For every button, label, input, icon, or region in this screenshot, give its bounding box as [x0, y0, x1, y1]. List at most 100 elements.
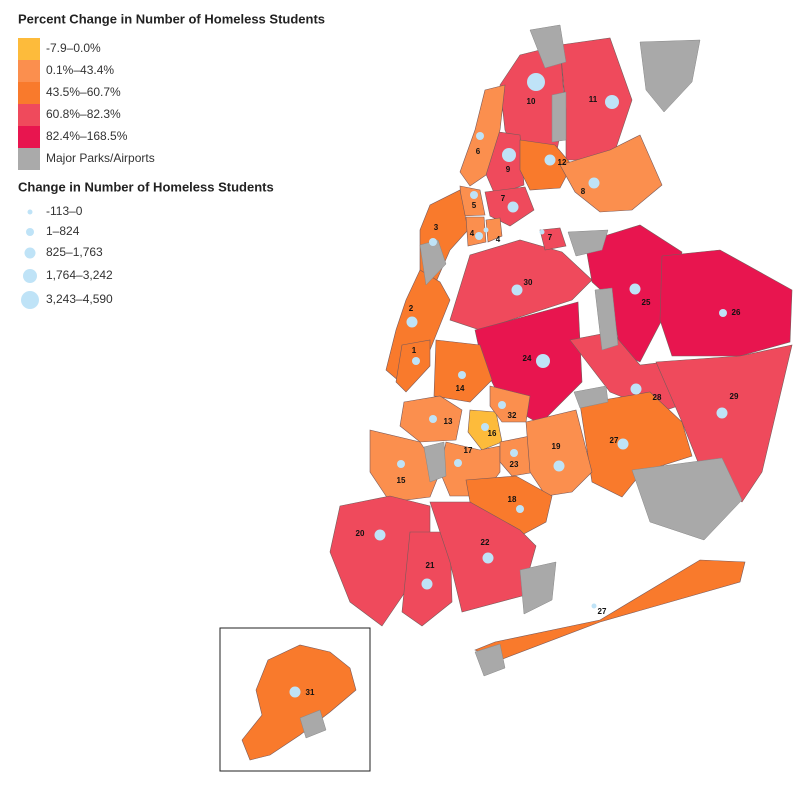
district-bubble [412, 357, 420, 365]
district [433, 339, 493, 403]
district-label: 27 [610, 436, 619, 445]
district-bubble [591, 603, 597, 609]
district-label: 17 [464, 446, 473, 455]
district-label: 4 [470, 229, 475, 238]
district-label: 24 [523, 354, 532, 363]
district [474, 559, 746, 661]
district-label: 22 [481, 538, 490, 547]
legend-bubble [21, 291, 39, 309]
district [579, 391, 693, 498]
district-bubble [588, 177, 600, 189]
district-bubble [544, 154, 556, 166]
legend-label: 82.4%–168.5% [46, 129, 128, 143]
legend-label: 0.1%–43.4% [46, 63, 114, 77]
district [395, 339, 431, 393]
district-bubble [719, 309, 727, 317]
district-label: 7 [501, 194, 506, 203]
district-bubble [630, 383, 642, 395]
district [369, 429, 441, 503]
legend-bubble [27, 209, 33, 215]
district-bubble [429, 238, 437, 246]
district [489, 385, 531, 423]
district-bubble [406, 316, 418, 328]
district-bubble [421, 578, 433, 590]
park [423, 441, 447, 483]
district-bubble [605, 95, 619, 109]
district-label: 30 [524, 278, 533, 287]
legend-label: -7.9–0.0% [46, 41, 101, 55]
districts [241, 37, 793, 761]
district-bubble [289, 686, 301, 698]
district-label: 18 [508, 495, 517, 504]
district-label: 23 [510, 460, 519, 469]
legend-swatch [18, 60, 40, 82]
district [559, 134, 663, 213]
district-bubble [374, 529, 386, 541]
district-label: 25 [642, 298, 651, 307]
legend-label: 1–824 [46, 224, 80, 238]
district-bubble [510, 449, 518, 457]
district [655, 344, 793, 503]
district-label: 4 [496, 235, 501, 244]
district-label: 19 [552, 442, 561, 451]
district-bubble [483, 227, 489, 233]
district-bubble [498, 401, 506, 409]
district-label: 7 [548, 233, 553, 242]
district-bubble [475, 232, 483, 240]
district-label: 27 [598, 607, 607, 616]
legend-label: 60.8%–82.3% [46, 107, 121, 121]
district [499, 435, 537, 477]
district-label: 31 [306, 688, 315, 697]
district-label: 26 [732, 308, 741, 317]
inset-frame [219, 627, 371, 772]
district-label: 3 [434, 223, 439, 232]
park [567, 229, 609, 257]
legend-label: -113–0 [46, 204, 83, 218]
legend-label: 825–1,763 [46, 245, 103, 259]
legend-swatch [18, 82, 40, 104]
park [639, 39, 701, 113]
district [519, 139, 573, 191]
district-bubble [502, 148, 516, 162]
district-label: 20 [356, 529, 365, 538]
district-label: 8 [581, 187, 586, 196]
district-label: 5 [472, 201, 477, 210]
district-bubble [397, 460, 405, 468]
district-label: 29 [730, 392, 739, 401]
park [519, 561, 557, 615]
park [474, 643, 506, 677]
park [299, 709, 327, 739]
district [241, 644, 357, 761]
district-bubble [470, 191, 478, 199]
legend: Percent Change in Number of Homeless Stu… [18, 11, 325, 309]
district-label: 16 [488, 429, 497, 438]
district-label: 13 [444, 417, 453, 426]
legend-swatch [18, 104, 40, 126]
district-bubble [716, 407, 728, 419]
legend-label: 43.5%–60.7% [46, 85, 121, 99]
legend-swatch [18, 38, 40, 60]
park [573, 385, 609, 409]
district-label: 12 [558, 158, 567, 167]
legend-label: 3,243–4,590 [46, 292, 113, 306]
park [529, 24, 567, 69]
district-bubble [458, 371, 466, 379]
legend-bubble [23, 269, 37, 283]
district-bubble [617, 438, 629, 450]
district-bubble [507, 201, 519, 213]
legend-swatch [18, 126, 40, 148]
count-legend-title: Change in Number of Homeless Students [18, 179, 274, 194]
park [631, 457, 743, 541]
district-bubble [482, 552, 494, 564]
district [659, 249, 793, 357]
district-bubble [527, 73, 545, 91]
district-label: 28 [653, 393, 662, 402]
district-label: 14 [456, 384, 465, 393]
district-label: 1 [412, 346, 417, 355]
district-bubble [454, 459, 462, 467]
district-bubble [516, 505, 524, 513]
district [539, 227, 567, 251]
district-label: 21 [426, 561, 435, 570]
